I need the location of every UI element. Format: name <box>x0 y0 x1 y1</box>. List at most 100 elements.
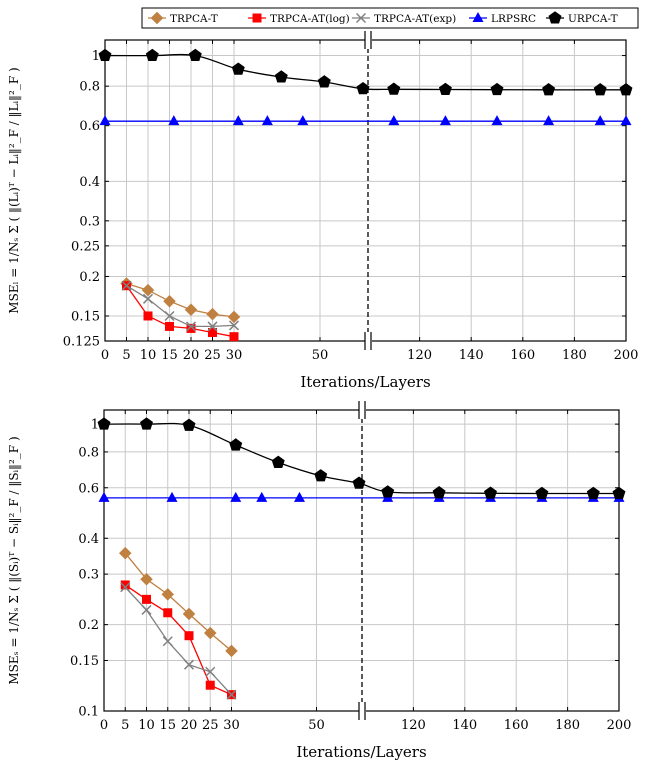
data-point <box>619 83 633 96</box>
data-point <box>188 48 202 62</box>
data-point <box>140 417 153 430</box>
x-tick-label: 15 <box>159 718 176 733</box>
series-line <box>126 285 235 328</box>
x-tick-label: 140 <box>459 348 484 363</box>
data-point <box>542 83 556 96</box>
x-tick-label: 200 <box>607 718 632 733</box>
y-tick-label: 0.2 <box>78 618 99 633</box>
data-point <box>182 418 196 431</box>
data-point <box>387 82 401 95</box>
data-point <box>120 580 130 590</box>
series-trpca-at-exp- <box>121 280 240 332</box>
x-tick-label: 0 <box>101 348 109 363</box>
data-point <box>535 486 549 499</box>
data-point <box>166 491 178 502</box>
y-tick-label: 0.3 <box>78 568 99 583</box>
data-point <box>207 321 218 332</box>
legend-entry: LRPSRC <box>469 12 536 25</box>
legend-box <box>141 7 639 29</box>
data-point <box>491 115 503 126</box>
data-point <box>620 115 632 126</box>
grid <box>104 410 620 711</box>
data-point <box>142 293 154 304</box>
y-tick-label: 0.4 <box>79 175 100 190</box>
x-tick-label: 5 <box>121 718 129 733</box>
x-tick-label: 180 <box>562 348 587 363</box>
data-point <box>593 83 607 96</box>
x-tick-label: 10 <box>138 718 155 733</box>
series-urpca-t <box>98 48 633 96</box>
x-tick-label: 180 <box>555 718 580 733</box>
data-point <box>208 327 217 337</box>
data-point <box>271 455 285 468</box>
axis-break-gap <box>365 332 372 350</box>
legend-entry: TRPCA-AT(exp) <box>352 12 456 25</box>
data-point <box>203 626 217 640</box>
x-tick-label: 5 <box>122 348 130 363</box>
y-tick-label: 0.25 <box>71 239 100 254</box>
data-point <box>98 48 112 62</box>
data-point <box>381 485 395 498</box>
y-tick-label: 0.8 <box>78 445 99 460</box>
y-axis-label: MSEₛ = 1/Nₛ Σ ( ‖(Sᵢ)ᵀ − Sᵢ‖²_F / ‖Sᵢ‖²_… <box>7 436 21 684</box>
series-trpca-t <box>120 277 241 324</box>
data-point <box>314 469 328 482</box>
data-point <box>229 438 243 451</box>
data-point <box>168 115 180 126</box>
data-point <box>165 321 174 331</box>
data-point <box>586 486 600 499</box>
legend-entry: TRPCA-T <box>148 11 218 25</box>
legend-entry: URPCA-T <box>546 11 618 25</box>
data-point <box>226 689 237 700</box>
data-point <box>439 115 451 126</box>
data-point <box>594 115 606 126</box>
legend-label: TRPCA-T <box>170 13 218 25</box>
chart-bottom: 0 5 10 15 20 25 30 50 120 140 160 180 200 0.1 0.15 0.2 0… <box>7 401 631 761</box>
data-point <box>98 491 110 502</box>
data-point <box>205 680 215 690</box>
y-axis-label: MSEₗ = 1/Nₛ Σ ( ‖(Lᵢ)ᵀ − Lᵢ‖²_F / ‖Lᵢ‖²_… <box>7 67 21 313</box>
data-point <box>484 486 497 499</box>
x-tick-label: 15 <box>161 348 178 363</box>
x-axis-label: Iterations/Layers <box>296 743 426 761</box>
x-tick-label: 25 <box>204 348 221 363</box>
x-tick-label: 160 <box>510 348 535 363</box>
y-tick-label: 0.4 <box>78 532 99 547</box>
legend-label: URPCA-T <box>568 13 618 25</box>
data-point <box>99 115 111 126</box>
y-tick-label: 0.15 <box>70 654 99 669</box>
data-point <box>141 604 152 615</box>
series-trpca-at-exp- <box>120 582 237 700</box>
series-line <box>124 552 232 652</box>
x-tick-label: 50 <box>312 348 329 363</box>
x-axis-label: Iterations/Layers <box>300 373 430 391</box>
data-point <box>161 588 175 601</box>
y-tick-label: 0.8 <box>79 80 100 95</box>
data-point <box>256 491 268 502</box>
data-point <box>185 321 197 332</box>
data-point <box>432 486 446 499</box>
y-tick-label: 0.15 <box>71 309 100 324</box>
y-tick-label: 1 <box>91 418 99 433</box>
data-point <box>140 572 153 586</box>
x-tick-label: 120 <box>401 718 426 733</box>
data-point <box>317 75 331 88</box>
x-tick-label: 50 <box>308 718 325 733</box>
series-lrpsrc <box>99 115 632 126</box>
x-tick-label: 0 <box>100 718 108 733</box>
data-point <box>294 491 305 502</box>
axis-break-gap <box>365 31 372 49</box>
data-point <box>230 491 242 502</box>
y-tick-label: 0.2 <box>79 270 100 285</box>
data-point <box>163 294 176 308</box>
data-point <box>143 311 153 321</box>
x-tick-label: 10 <box>140 348 157 363</box>
data-point <box>186 323 196 333</box>
data-point <box>142 594 151 604</box>
legend-marker <box>252 13 262 23</box>
data-point <box>145 48 159 62</box>
legend-marker <box>548 11 562 24</box>
series-trpca-t <box>118 546 238 658</box>
chart-top: 0 5 10 15 20 25 30 50 120 140 160 180 200 0.125 0.15 0.… <box>7 31 638 391</box>
